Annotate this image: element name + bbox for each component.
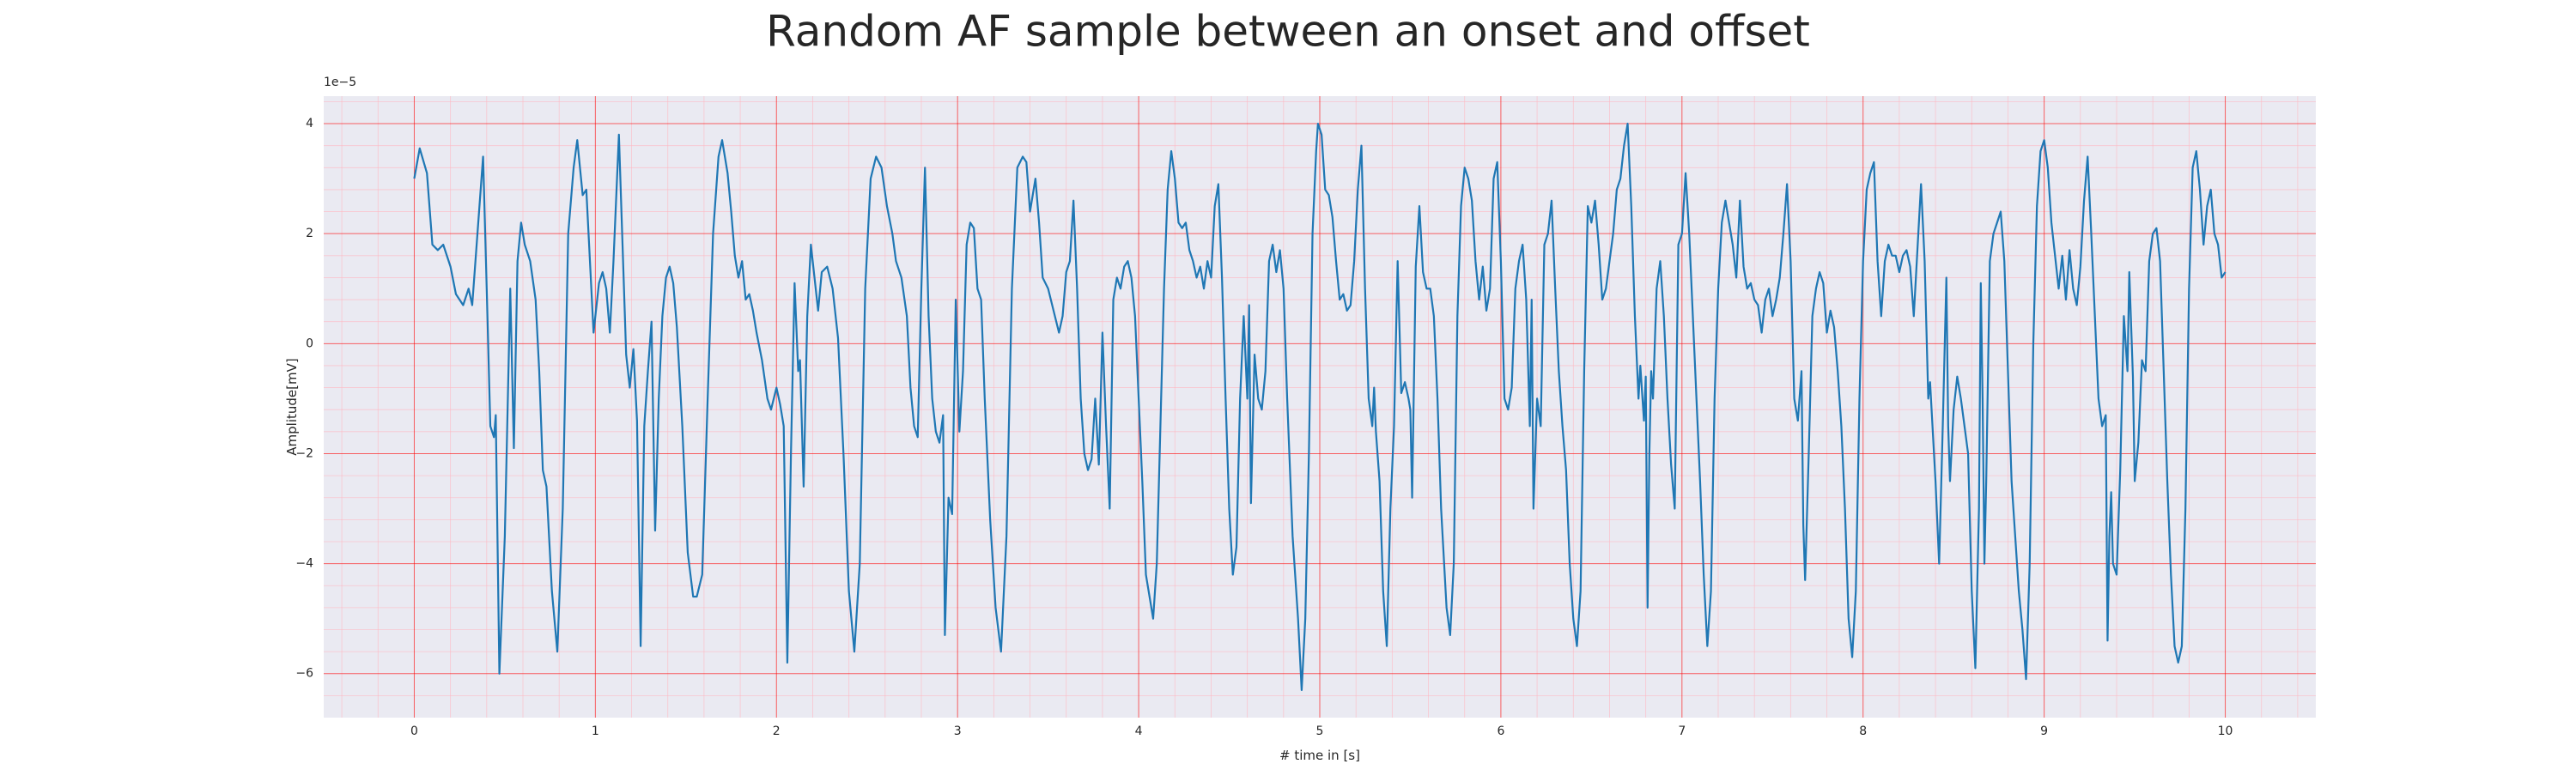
y-tick-label: −4: [295, 557, 313, 571]
offset-text: 1e−5: [324, 76, 356, 89]
x-tick-label: 1: [592, 724, 599, 738]
signal-line: [413, 122, 2227, 692]
x-tick-label: 9: [2040, 724, 2048, 738]
x-tick-label: 10: [2218, 724, 2233, 738]
x-tick-label: 8: [1859, 724, 1867, 738]
x-axis-label: # time in [s]: [1279, 748, 1360, 763]
x-tick-label: 6: [1497, 724, 1504, 738]
y-tick-label: 2: [306, 227, 313, 240]
y-tick-label: −6: [295, 667, 313, 681]
x-tick-label: 3: [954, 724, 962, 738]
y-axis-label: Amplitude[mV]: [284, 358, 300, 455]
y-tick-label: 0: [306, 336, 313, 350]
x-tick-label: 5: [1316, 724, 1324, 738]
grid: [324, 96, 2316, 718]
x-tick-label: 2: [773, 724, 781, 738]
x-tick-label: 4: [1135, 724, 1143, 738]
labels: 0 1 2 3 4 5 6 7 8 9 10 −6 −4 −2 0 2 4: [295, 117, 2233, 738]
x-tick-label: 7: [1678, 724, 1686, 738]
y-tick-label: 4: [306, 117, 313, 130]
x-tick-label: 0: [410, 724, 418, 738]
y-tick-label: −2: [295, 446, 313, 460]
chart-title: Random AF sample between an onset and of…: [766, 7, 1810, 57]
marks: [413, 122, 2227, 692]
